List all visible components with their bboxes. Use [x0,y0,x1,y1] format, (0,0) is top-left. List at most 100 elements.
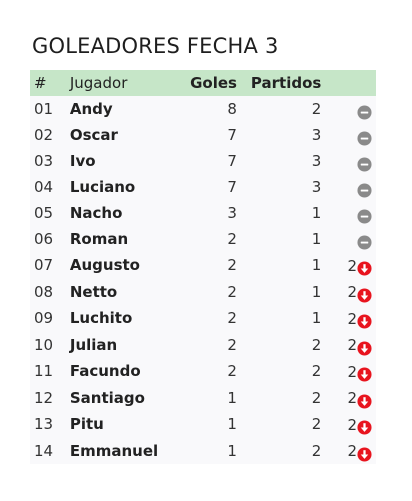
trend-cell: 2 [325,385,376,412]
column-header-goals[interactable]: Goles [190,74,237,92]
matches-value: 3 [311,152,322,170]
trend-value: 2 [347,362,357,381]
player-name: Oscar [69,126,118,144]
trend-value: 2 [347,389,357,407]
goals-value: 7 [227,126,237,144]
minus-circle-icon [357,128,372,146]
table-header: # Jugador Goles Partidos [30,70,376,96]
trend-cell: 2 [325,279,376,306]
arrow-down-circle-icon [357,364,372,382]
goals-value: 2 [227,309,237,328]
scorers-table: # Jugador Goles Partidos 01 Andy 8 2 02 … [30,70,376,464]
table-row-01: 01 Andy 8 2 [30,96,376,122]
trend-value: 2 [347,309,357,328]
goals-value: 2 [227,282,237,301]
player-name: Nacho [69,204,123,222]
matches-value: 3 [311,178,322,196]
player-name: Roman [69,230,129,248]
trend-value: 2 [347,442,357,460]
arrow-down-circle-icon [357,417,372,435]
table-row-02: 02 Oscar 7 3 [30,122,376,148]
trend-cell [325,122,376,148]
trend-indicator [357,180,372,198]
trend-cell: 2 [325,438,376,465]
player-name: Luchito [69,309,133,328]
matches-value: 3 [311,126,322,144]
row-number: 10 [34,335,54,354]
trend-indicator: 2 [347,332,372,358]
arrow-down-circle-icon [357,258,372,276]
trend-indicator: 2 [347,385,372,411]
row-number: 12 [34,388,54,407]
minus-circle-icon [357,180,372,198]
goals-value: 7 [227,178,237,196]
table-row-07: 07 Augusto 2 1 2 [30,252,376,279]
goals-value: 3 [227,204,237,222]
table-row-10: 10 Julian 2 2 2 [30,331,376,359]
player-name: Augusto [69,256,140,275]
column-header-number[interactable]: # [34,74,47,92]
row-number: 04 [34,178,54,196]
minus-circle-icon [357,232,372,250]
goals-value: 7 [227,152,237,170]
trend-cell [325,226,376,252]
table-body: 01 Andy 8 2 02 Oscar 7 3 03 Ivo 7 3 [30,96,376,464]
row-number: 03 [34,152,54,170]
table-row-04: 04 Luciano 7 3 [30,174,376,200]
trend-indicator [357,128,372,146]
player-name: Emmanuel [69,441,159,460]
row-number: 11 [34,362,54,381]
arrow-down-circle-icon [357,391,372,409]
trend-indicator [357,154,372,172]
trend-cell: 2 [325,332,376,359]
trend-cell [325,148,376,174]
trend-cell [325,200,376,226]
minus-circle-icon [357,102,372,120]
trend-cell: 2 [325,305,376,332]
trend-indicator: 2 [347,438,372,464]
column-header-matches[interactable]: Partidos [250,74,322,92]
row-number: 01 [34,100,54,118]
trend-value: 2 [347,336,357,354]
table-row-08: 08 Netto 2 1 2 [30,278,376,306]
goals-value: 2 [227,335,237,354]
minus-circle-icon [357,206,372,224]
row-number: 07 [34,256,54,275]
arrow-down-circle-icon [357,285,372,303]
table-row-03: 03 Ivo 7 3 [30,148,376,174]
goals-value: 8 [227,100,237,118]
row-number: 08 [34,282,54,301]
row-number: 02 [34,126,54,144]
player-name: Facundo [69,362,141,381]
goals-value: 2 [227,230,237,248]
row-number: 14 [34,441,54,460]
table-row-09: 09 Luchito 2 1 2 [30,305,376,332]
column-header-player[interactable]: Jugador [69,74,128,92]
page-title: GOLEADORES FECHA 3 [32,34,279,58]
trend-value: 2 [347,415,357,434]
trend-cell: 2 [325,358,376,385]
matches-value: 2 [311,415,322,434]
matches-value: 2 [311,441,322,460]
table-row-12: 12 Santiago 1 2 2 [30,384,376,412]
matches-value: 1 [311,204,322,222]
matches-value: 2 [311,362,322,381]
trend-indicator: 2 [347,279,372,305]
arrow-down-circle-icon [357,444,372,462]
trend-value: 2 [347,283,357,301]
table-row-14: 14 Emmanuel 1 2 2 [30,437,376,465]
player-name: Netto [69,282,118,301]
trend-cell [325,96,376,122]
player-name: Luciano [69,178,136,196]
table-row-13: 13 Pitu 1 2 2 [30,411,376,438]
trend-cell [325,174,376,200]
trend-value: 2 [347,256,357,275]
trend-cell: 2 [325,411,376,438]
matches-value: 2 [311,388,322,407]
header-row: # Jugador Goles Partidos [30,70,376,96]
row-number: 05 [34,204,54,222]
player-name: Pitu [69,415,104,434]
matches-value: 1 [311,230,322,248]
matches-value: 1 [311,309,322,328]
row-number: 13 [34,415,54,434]
